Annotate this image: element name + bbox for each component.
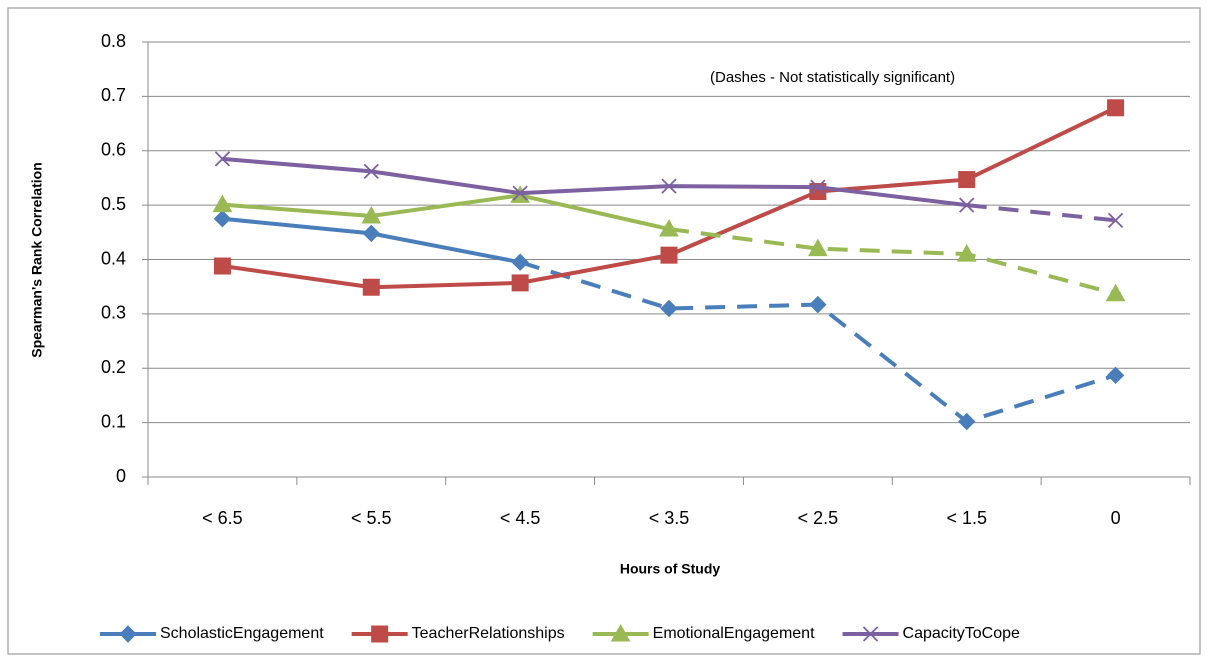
x-tick-label: < 1.5 [946, 508, 987, 528]
series-line [222, 156, 967, 208]
marker [1107, 212, 1124, 228]
y-tick-label: 0.8 [101, 31, 126, 51]
marker [363, 163, 379, 180]
marker [213, 257, 231, 275]
y-tick-label: 0.7 [101, 85, 126, 105]
y-axis-label: Spearman's Rank Correlation [29, 162, 45, 358]
y-tick-label: 0.6 [101, 140, 126, 160]
y-tick-label: 0.5 [101, 194, 126, 214]
marker [958, 412, 976, 431]
x-tick-label: < 3.5 [649, 508, 690, 528]
marker [362, 278, 380, 296]
marker [511, 274, 529, 292]
marker [610, 623, 631, 642]
marker [958, 171, 976, 189]
marker [862, 626, 879, 642]
x-tick-label: < 5.5 [351, 508, 392, 528]
legend-label: TeacherRelationships [412, 625, 565, 642]
marker [959, 197, 975, 213]
series-line [966, 203, 1116, 223]
marker [511, 253, 529, 271]
marker [660, 246, 678, 264]
marker [809, 295, 827, 314]
legend-label: CapacityToCope [903, 625, 1021, 642]
annotation: (Dashes - Not statistically significant) [710, 69, 955, 86]
marker [362, 224, 380, 243]
series-line [222, 193, 670, 232]
marker [956, 244, 977, 262]
legend-label: ScholasticEngagement [160, 625, 324, 642]
y-tick-label: 0 [116, 466, 126, 486]
marker [808, 238, 828, 257]
marker [213, 210, 232, 228]
x-tick-label: < 2.5 [798, 508, 839, 528]
marker [659, 219, 679, 237]
legend-label: EmotionalEngagement [653, 625, 815, 642]
y-tick-label: 0.1 [101, 411, 126, 431]
marker [1107, 99, 1125, 117]
series-line [668, 227, 1117, 296]
x-tick-label: 0 [1111, 508, 1121, 528]
marker [512, 185, 528, 201]
marker [661, 178, 677, 194]
chart-frame [7, 7, 1201, 655]
marker [1105, 283, 1126, 302]
marker [361, 205, 382, 224]
marker [660, 299, 678, 318]
x-axis-label: Hours of Study [620, 561, 721, 577]
marker [119, 625, 137, 643]
x-tick-label: < 6.5 [202, 508, 243, 528]
y-tick-label: 0.2 [101, 357, 126, 377]
x-tick-label: < 4.5 [500, 508, 541, 528]
marker [810, 179, 826, 195]
marker [1106, 366, 1125, 385]
marker [212, 194, 233, 213]
marker [214, 151, 231, 167]
y-tick-label: 0.4 [101, 248, 126, 268]
marker [371, 625, 389, 643]
y-tick-label: 0.3 [101, 303, 126, 323]
